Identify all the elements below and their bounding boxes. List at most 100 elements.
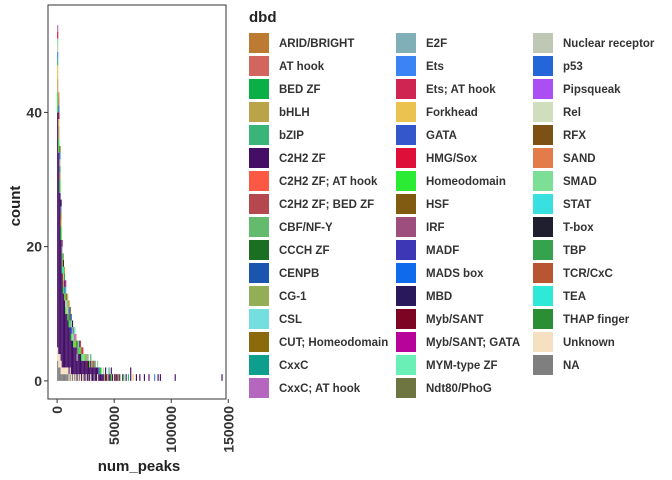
legend-key-swatch	[396, 148, 416, 168]
legend-key-swatch	[396, 102, 416, 122]
histogram-bar-segment	[57, 25, 59, 32]
legend-key-label: E2F	[426, 38, 447, 50]
histogram-bar-segment	[57, 51, 59, 59]
histogram-bar-segment	[69, 374, 71, 381]
histogram-bar-segment	[70, 313, 72, 321]
histogram-bar-segment	[79, 347, 82, 355]
histogram-bar-segment	[59, 152, 61, 160]
legend-key-swatch	[396, 217, 416, 237]
legend-key-swatch	[533, 355, 553, 375]
histogram-bar-segment	[58, 119, 60, 126]
legend-key-swatch	[249, 56, 269, 76]
histogram-bar-segment	[100, 367, 102, 375]
legend-key-label: Ndt80/PhoG	[426, 383, 492, 395]
histogram-bar-segment	[62, 253, 64, 261]
histogram-bar-segment	[62, 293, 64, 368]
histogram-bar-segment	[63, 293, 66, 301]
histogram-bar-segment	[91, 360, 93, 368]
histogram-bar-segment	[101, 374, 103, 381]
legend-key-label: CENPB	[279, 268, 319, 280]
histogram-bar-segment	[75, 333, 77, 341]
histogram-bar-segment	[71, 374, 74, 381]
histogram-bar-segment	[86, 367, 88, 381]
histogram-bar-segment	[102, 374, 104, 381]
histogram-bar-segment	[58, 367, 60, 381]
histogram-bar-segment	[66, 300, 68, 308]
legend-key-label: C2H2 ZF	[279, 153, 326, 165]
histogram-bar-segment	[58, 139, 60, 153]
histogram-bar-segment	[76, 360, 78, 381]
histogram-bar-segment	[68, 327, 70, 375]
histogram-bar-segment	[78, 347, 80, 355]
legend-key-label: CUT; Homeodomain	[279, 337, 388, 349]
histogram-bar-segment	[60, 374, 62, 381]
legend-key-swatch	[249, 148, 269, 168]
legend-key-label: Ets; AT hook	[426, 84, 496, 96]
legend-key-swatch	[249, 240, 269, 260]
histogram-bar-segment	[98, 374, 100, 381]
histogram-bar-segment	[62, 286, 64, 294]
histogram-bar-segment	[77, 354, 79, 375]
legend-key-swatch	[396, 33, 416, 53]
histogram-bar-segment	[76, 354, 78, 361]
histogram-bar-segment	[115, 374, 117, 381]
histogram-bar-segment	[111, 374, 114, 381]
histogram-bar-segment	[71, 320, 74, 328]
legend-key-label: Nuclear receptor	[563, 38, 655, 50]
histogram-bar-segment	[68, 320, 70, 328]
legend-key-label: C2H2 ZF; AT hook	[279, 176, 378, 188]
histogram-bar-segment	[59, 166, 61, 173]
legend-key-label: T-box	[563, 222, 594, 234]
legend: ARID/BRIGHT AT hook BED ZF bHLH bZIP C2H2 ZF C…	[249, 33, 655, 398]
histogram-bar-segment	[85, 374, 87, 381]
legend-key-swatch	[249, 263, 269, 283]
histogram-bar-segment	[86, 360, 88, 368]
histogram-bar-segment	[74, 340, 76, 348]
histogram-bar-segment	[135, 374, 137, 381]
histogram-bar-segment	[66, 313, 68, 368]
histogram-bar-segment	[60, 206, 62, 214]
histogram-bar-segment	[107, 374, 109, 381]
histogram-bar-segment	[57, 31, 59, 39]
histogram-bar-segment	[157, 374, 159, 381]
x-axis: 0 50000 100000 150000	[49, 399, 236, 453]
x-tick-label: 150000	[220, 406, 236, 453]
legend-key-label: ARID/BRIGHT	[279, 38, 354, 50]
histogram-bar-segment	[110, 367, 112, 375]
histogram-bar-segment	[68, 307, 70, 314]
legend-key-swatch	[533, 309, 553, 329]
legend-key-label: SAND	[563, 153, 596, 165]
histogram-bar-segment	[57, 58, 59, 66]
legend-key-label: CG-1	[279, 291, 307, 303]
histogram-bar-segment	[99, 374, 101, 381]
legend-key-swatch	[249, 33, 269, 53]
legend-key-swatch	[396, 125, 416, 145]
histogram-bar-segment	[61, 260, 63, 274]
histogram-bar-segment	[139, 374, 141, 381]
histogram-bar-segment	[61, 374, 63, 381]
legend-key-swatch	[533, 240, 553, 260]
legend-key-swatch	[396, 378, 416, 398]
histogram-bar-segment	[70, 327, 72, 334]
histogram-bar-segment	[65, 374, 67, 381]
histogram-bar-segment	[84, 360, 86, 381]
histogram-bar-segment	[81, 347, 83, 355]
histogram-bar-segment	[110, 374, 112, 381]
histogram-bar-segment	[93, 374, 95, 381]
histogram-bar-segment	[94, 367, 96, 381]
histogram-bar-segment	[59, 145, 61, 153]
legend-key-swatch	[533, 194, 553, 214]
histogram-bar-segment	[67, 313, 69, 321]
histogram-bar-segment	[57, 38, 59, 46]
legend-key-label: RFX	[563, 130, 586, 142]
legend-key-label: TBP	[563, 245, 586, 257]
histogram-bar-segment	[60, 213, 62, 220]
legend-key-label: Myb/SANT	[426, 314, 484, 326]
histogram-bar-segment	[66, 367, 68, 375]
histogram-bar-segment	[61, 367, 63, 375]
histogram-bar-segment	[60, 360, 62, 375]
histogram-bar-segment	[87, 354, 90, 361]
histogram-bar-segment	[57, 112, 59, 348]
legend-key-label: MBD	[426, 291, 452, 303]
legend-key-swatch	[249, 194, 269, 214]
